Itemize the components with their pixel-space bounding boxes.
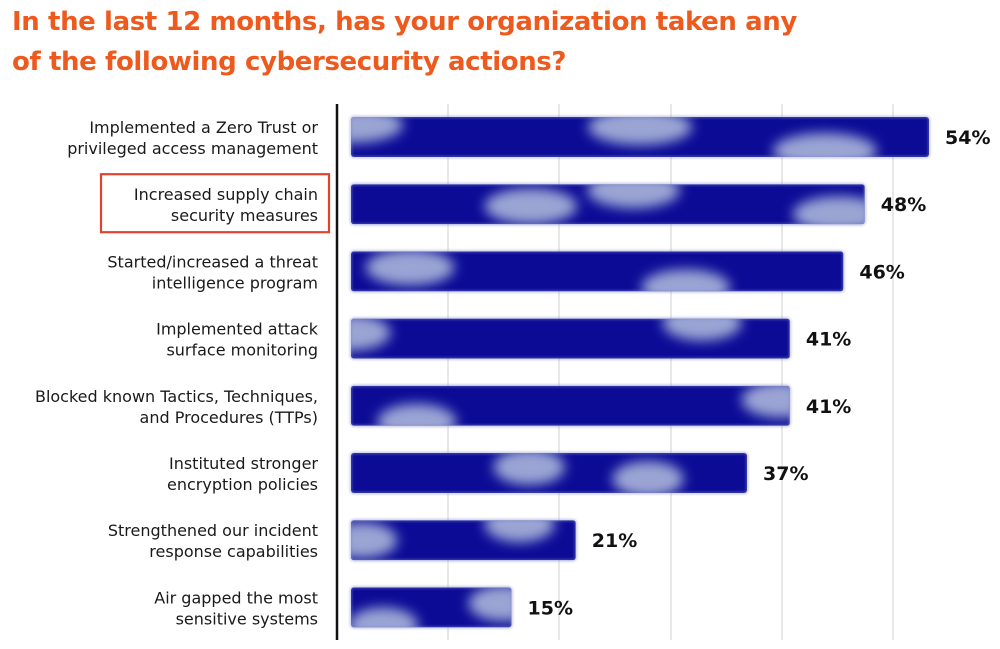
category-label-8: Air gapped the most sensitive systems xyxy=(154,588,318,628)
value-labels: 54% 48% 46% 41% 41% 37% 21% 15% xyxy=(528,127,991,619)
value-label-7: 21% xyxy=(592,530,637,552)
bar-5 xyxy=(350,384,791,427)
category-label-3: Started/increased a threat intelligence p… xyxy=(107,252,318,292)
category-label-line: Air gapped the most xyxy=(154,588,318,607)
highlight-box xyxy=(99,173,331,234)
bar-4 xyxy=(350,317,791,360)
category-label-line: Started/increased a threat xyxy=(107,252,318,271)
category-labels: Implemented a Zero Trust or privileged ac… xyxy=(35,118,331,628)
category-label-line: Instituted stronger xyxy=(169,454,318,473)
category-label-line: Implemented attack xyxy=(156,320,319,339)
category-label-line: Blocked known Tactics, Techniques, xyxy=(35,387,318,406)
category-label-4: Implemented attack surface monitoring xyxy=(156,320,319,360)
category-label-line: response capabilities xyxy=(149,542,318,561)
category-label-line: Implemented a Zero Trust or xyxy=(89,118,318,137)
category-label-7: Strengthened our incident response capabi… xyxy=(108,521,318,561)
bar-8 xyxy=(350,586,513,629)
bar-3 xyxy=(350,250,845,293)
category-label-line: and Procedures (TTPs) xyxy=(140,408,318,427)
bars xyxy=(350,116,930,629)
value-label-5: 41% xyxy=(806,396,851,418)
category-label-line: Strengthened our incident xyxy=(108,521,318,540)
category-label-line: security measures xyxy=(171,206,318,225)
category-label-line: sensitive systems xyxy=(176,609,318,628)
value-label-3: 46% xyxy=(859,261,904,283)
value-label-6: 37% xyxy=(763,463,808,485)
bar-6 xyxy=(350,452,749,494)
category-label-1: Implemented a Zero Trust or privileged ac… xyxy=(67,118,318,158)
category-label-line: Increased supply chain xyxy=(134,185,318,204)
chart-title: In the last 12 months, has your organiza… xyxy=(12,7,797,77)
category-label-line: surface monitoring xyxy=(166,341,318,360)
bar-7 xyxy=(350,519,577,562)
category-label-line: privileged access management xyxy=(67,139,318,158)
category-label-line: intelligence program xyxy=(152,273,318,292)
category-label-line: encryption policies xyxy=(167,475,318,494)
category-label-2: Increased supply chain security measures xyxy=(99,173,331,234)
bar-2 xyxy=(350,183,866,226)
value-label-1: 54% xyxy=(945,127,990,149)
value-label-4: 41% xyxy=(806,329,851,351)
value-label-2: 48% xyxy=(881,194,926,216)
bar-1 xyxy=(350,116,930,158)
value-label-8: 15% xyxy=(528,597,573,619)
category-label-6: Instituted stronger encryption policies xyxy=(167,454,318,494)
category-label-5: Blocked known Tactics, Techniques, and Pr… xyxy=(35,387,318,427)
